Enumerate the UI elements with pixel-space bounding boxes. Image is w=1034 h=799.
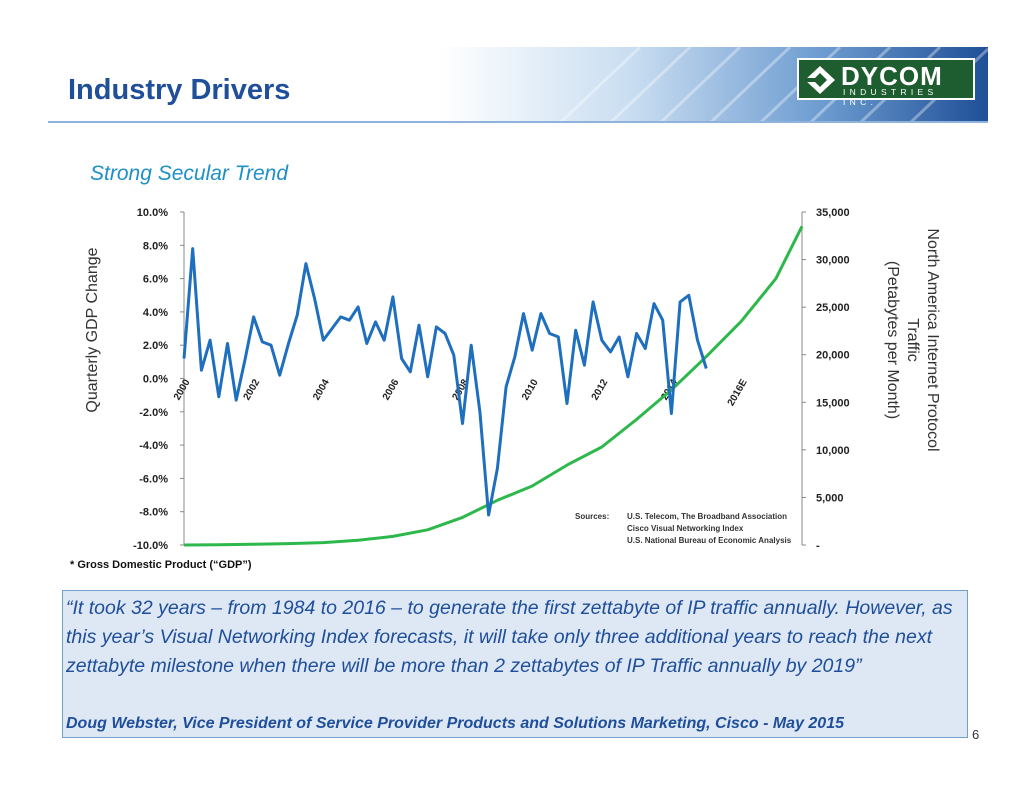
right-axis-title: North America Internet Protocol Traffic …: [884, 228, 941, 451]
left-tick-label: -8.0%: [139, 507, 168, 519]
logo-mark-icon: [805, 66, 835, 94]
series-layer: [182, 225, 804, 547]
left-tick-label: 8.0%: [143, 240, 168, 252]
right-tick-label: 30,000: [816, 255, 850, 267]
x-tick-label: 2010: [520, 377, 541, 402]
x-tick-label: 2004: [311, 377, 332, 402]
title-divider: [48, 121, 988, 123]
x-tick-label: 2012: [590, 377, 611, 402]
quote-text: “It took 32 years – from 1984 to 2016 – …: [66, 597, 953, 677]
gdp-series-line: [182, 247, 708, 517]
left-tick-label: 4.0%: [143, 307, 168, 319]
left-tick-label: -10.0%: [133, 540, 168, 552]
left-tick-label: 6.0%: [143, 274, 168, 286]
sources-label: Sources:: [575, 512, 609, 521]
left-tick-label: 10.0%: [137, 207, 168, 219]
left-tick-label: -2.0%: [139, 407, 168, 419]
traffic-series-line: [183, 225, 804, 547]
x-tick-label: 2000: [172, 377, 193, 402]
x-tick-label: 2006: [381, 377, 402, 402]
left-axis-title: Quarterly GDP Change: [84, 247, 101, 412]
right-tick-label: 10,000: [816, 445, 850, 457]
source-line: U.S. National Bureau of Economic Analysi…: [627, 536, 792, 545]
right-axis-ticks: 35,000 30,000 25,000 20,000 15,000 10,000 5,00…: [802, 207, 850, 552]
right-tick-label: 25,000: [816, 302, 850, 314]
source-line: U.S. Telecom, The Broadband Association: [627, 512, 787, 521]
right-axis-title-line-1: North America Internet Protocol: [924, 228, 941, 451]
x-tick-label: 2002: [242, 377, 263, 402]
left-tick-label: 2.0%: [143, 340, 168, 352]
page-number: 6: [972, 727, 980, 742]
source-line: Cisco Visual Networking Index: [627, 524, 744, 533]
quote-attribution: Doug Webster, Vice President of Service …: [66, 715, 844, 732]
dycom-logo: DYCOM INDUSTRIES INC.: [797, 58, 975, 107]
right-tick-label: -: [816, 540, 820, 552]
slide-subtitle: Strong Secular Trend: [90, 162, 289, 185]
right-tick-label: 5,000: [816, 492, 844, 504]
right-axis-title-line-3: (Petabytes per Month): [884, 261, 901, 419]
right-tick-label: 15,000: [816, 397, 850, 409]
right-axis-title-line-2: Traffic: [904, 318, 921, 362]
sources-note: Sources: U.S. Telecom, The Broadband Ass…: [575, 512, 792, 545]
quote-box: “It took 32 years – from 1984 to 2016 – …: [62, 590, 968, 738]
footnote: * Gross Domestic Product (“GDP”): [70, 559, 252, 571]
logo-subtext: INDUSTRIES INC.: [843, 87, 938, 107]
page-title: Industry Drivers: [68, 74, 291, 106]
right-tick-label: 20,000: [816, 350, 850, 362]
dual-axis-chart: 10.0% 8.0% 6.0% 4.0% 2.0% 0.0% -2.0% -4.0% -6.0%…: [84, 207, 941, 552]
right-tick-label: 35,000: [816, 207, 850, 219]
logo-name: DYCOM: [841, 61, 943, 91]
left-tick-label: -4.0%: [139, 440, 168, 452]
x-tick-label: 2016E: [726, 377, 750, 408]
left-axis-ticks: 10.0% 8.0% 6.0% 4.0% 2.0% 0.0% -2.0% -4.0% -6.0%…: [133, 207, 184, 552]
left-tick-label: -6.0%: [139, 473, 168, 485]
left-tick-label: 0.0%: [143, 374, 168, 386]
